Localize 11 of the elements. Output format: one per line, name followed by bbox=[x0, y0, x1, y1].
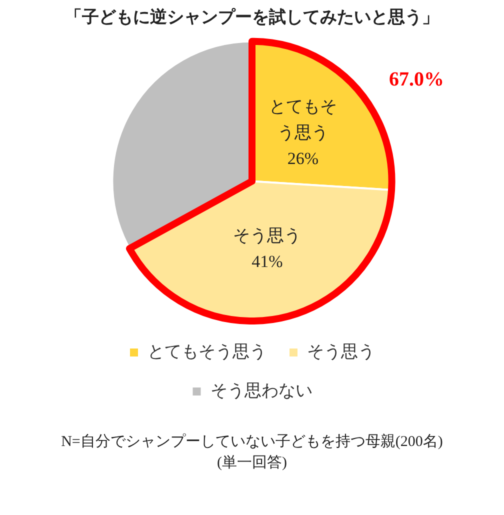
text: N=自分でシャンプーしていない子どもを持つ母親(200名) bbox=[60, 432, 444, 452]
chart-title: 「子どもに逆シャンプーを試してみたいと思う」 bbox=[65, 8, 439, 27]
data-label: 41% bbox=[252, 252, 283, 271]
legend-label: そう思わない bbox=[210, 380, 312, 400]
legend-label: そう思う bbox=[307, 342, 375, 361]
slice-label: そう思う bbox=[233, 226, 302, 245]
text: 67.0% bbox=[389, 68, 444, 91]
text: (単一回答) bbox=[216, 454, 288, 473]
data-label: 26% bbox=[287, 148, 319, 168]
slice-label: とてもそう思う bbox=[268, 96, 337, 142]
legend-label: とてもそう思う bbox=[148, 342, 266, 361]
